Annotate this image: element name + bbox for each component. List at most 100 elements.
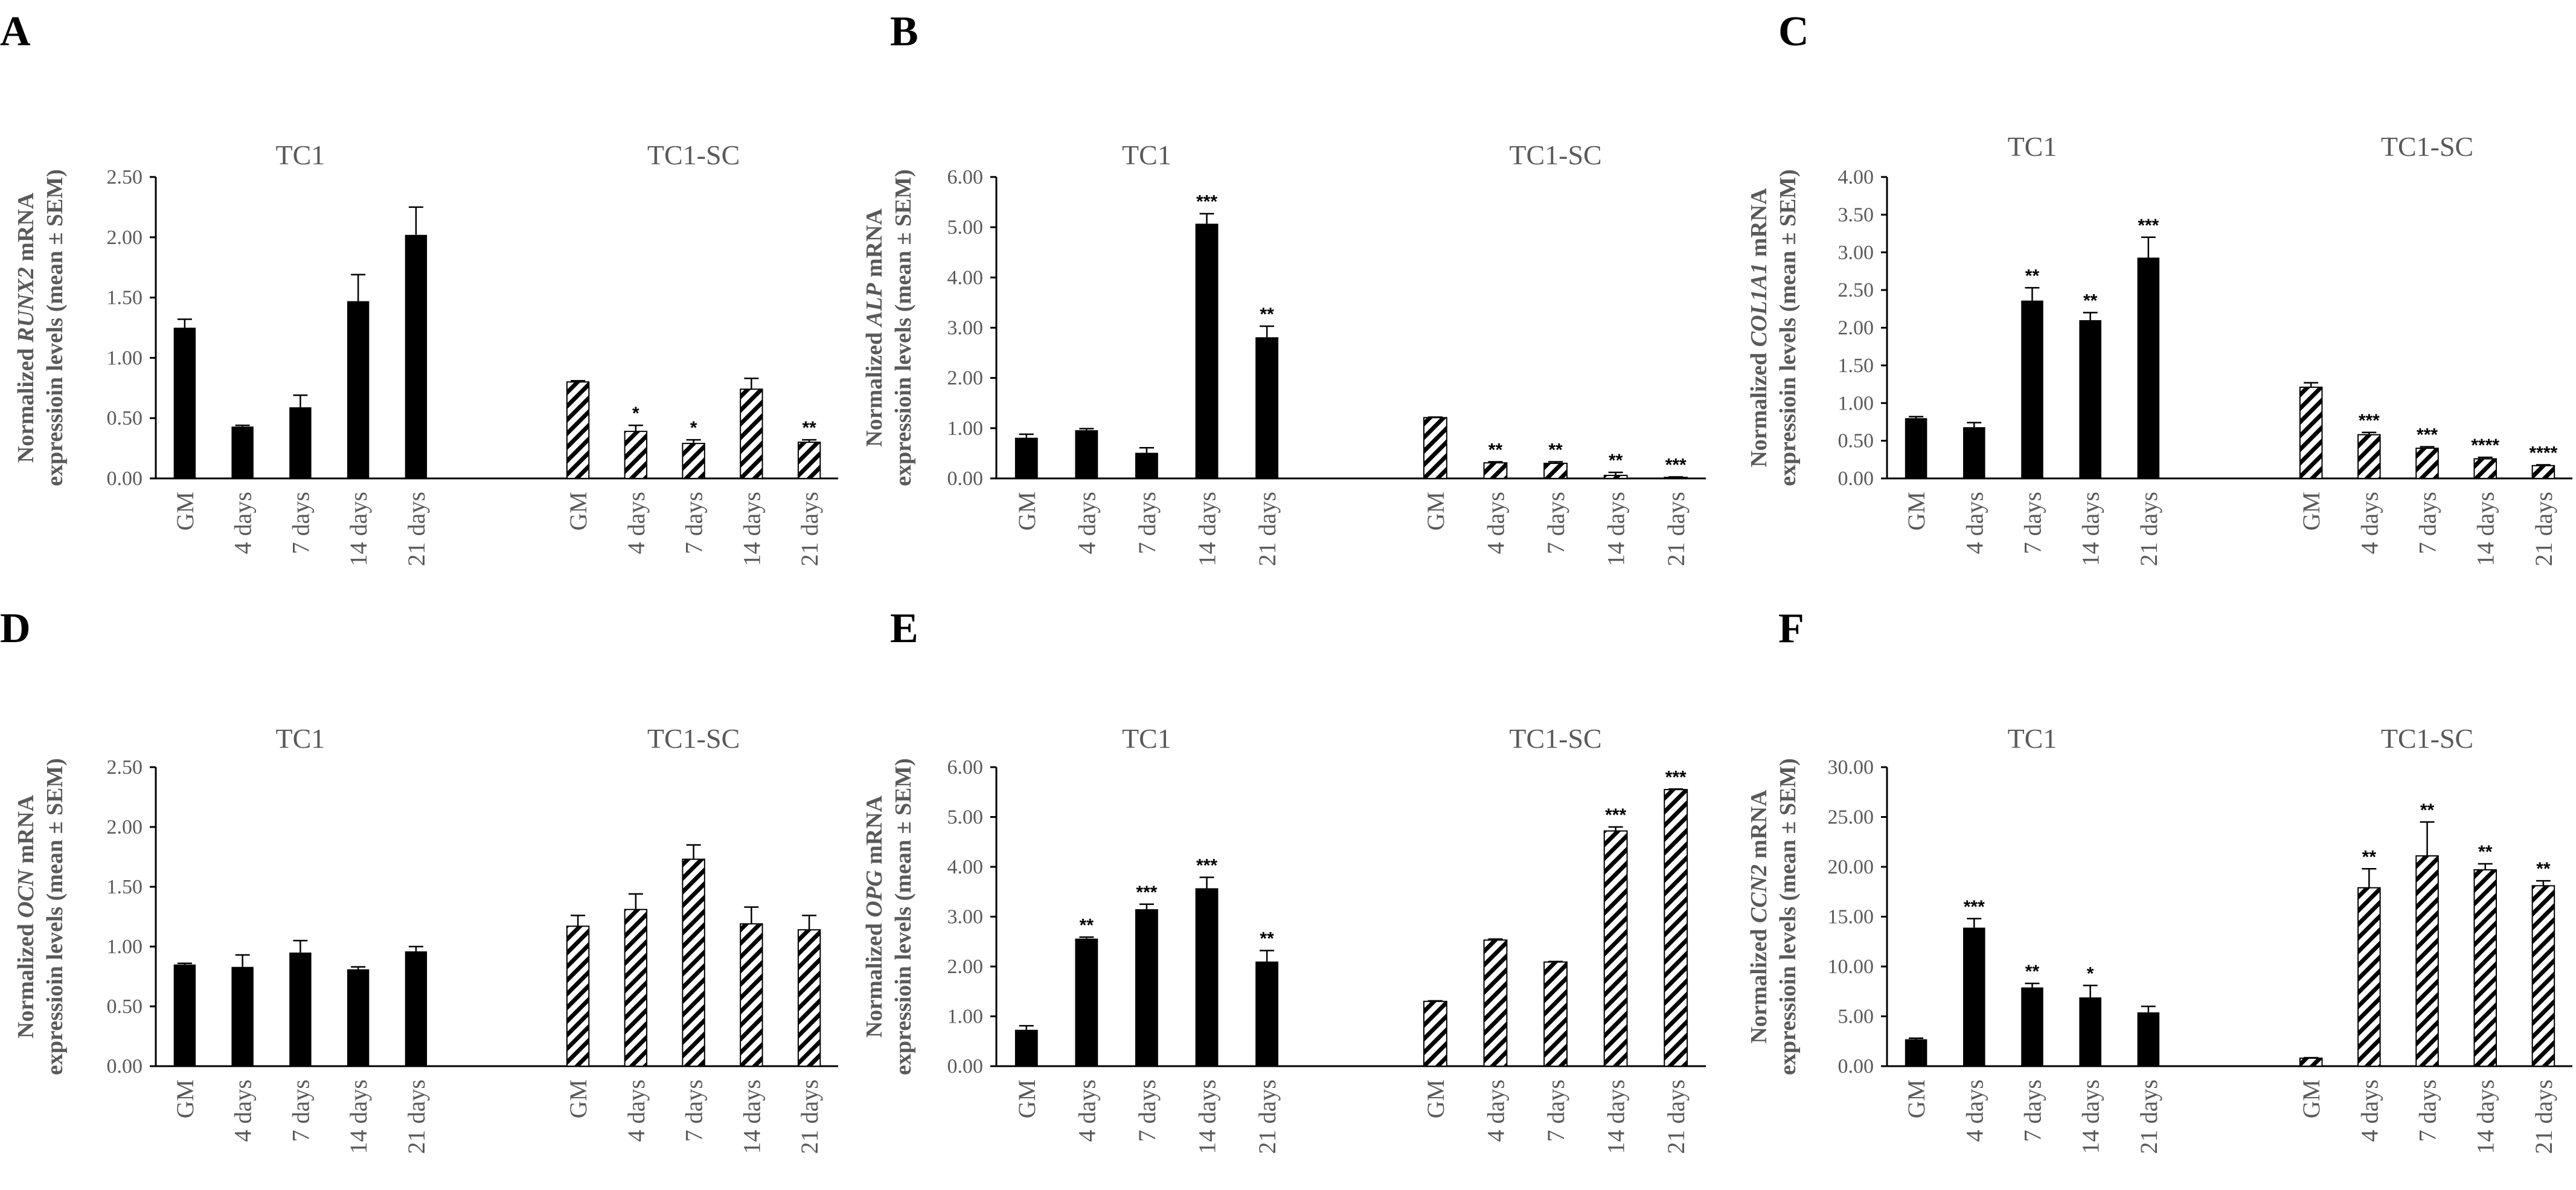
error-bar: [1079, 428, 1094, 431]
error-bar: [235, 954, 250, 967]
error-bar: [1608, 826, 1623, 831]
x-tick-label: 4 days: [1961, 1079, 1988, 1142]
y-tick-label: 3.00: [947, 906, 984, 928]
error-bar: [1019, 433, 1034, 438]
y-tick-label: 0.50: [107, 407, 143, 429]
error-bar: [351, 274, 366, 301]
x-tick-label: 21 days: [2530, 1079, 2557, 1154]
y-tick-label: 10.00: [1828, 956, 1874, 978]
x-tick-label: 21 days: [796, 492, 823, 566]
bar-tc1: [1255, 337, 1279, 478]
x-tick-label: 4 days: [623, 1079, 650, 1142]
bar-tc1-sc: [2415, 448, 2439, 479]
y-axis-label-gene: COL1A1: [1746, 263, 1772, 347]
error-bar: [1199, 213, 1214, 224]
x-tick-label: 4 days: [1482, 1079, 1509, 1142]
error-bar: [2025, 982, 2040, 988]
y-tick-label: 4.00: [1838, 166, 1874, 188]
y-tick-label: 25.00: [1828, 806, 1874, 829]
y-axis-label-prefix: Normalized: [13, 918, 39, 1038]
x-tick-label: 21 days: [796, 1079, 823, 1154]
y-axis-label-suffix: mRNA: [1746, 188, 1772, 263]
bar-tc1: [1255, 961, 1279, 1066]
x-tick-label: 14 days: [2077, 492, 2104, 566]
y-tick-label: 1.50: [1838, 355, 1874, 377]
x-tick-label: GM: [2298, 1079, 2325, 1118]
y-axis-label-line2: expressioin levels (mean ± SEM): [1775, 758, 1801, 1075]
y-axis-label-suffix: mRNA: [862, 208, 887, 283]
error-bar: [1488, 461, 1503, 463]
y-tick-label: 1.00: [1838, 392, 1874, 414]
y-axis-label-suffix: mRNA: [1746, 790, 1772, 864]
y-tick-label: 1.50: [107, 876, 143, 898]
x-tick-label: 4 days: [623, 492, 650, 554]
y-tick-label: 4.00: [947, 856, 984, 878]
x-tick-label: GM: [1422, 492, 1449, 530]
error-bar: [686, 439, 701, 444]
y-tick-label: 2.00: [947, 367, 984, 390]
y-tick-label: 2.00: [1838, 317, 1874, 339]
group-label: TC1-SC: [2381, 131, 2473, 162]
bar-tc1-sc: [1543, 961, 1568, 1067]
group-label: TC1: [276, 140, 325, 170]
x-tick-label: 14 days: [1603, 1079, 1630, 1154]
x-tick-label: 21 days: [1254, 492, 1281, 566]
y-axis-label-gene: CCN2: [1746, 864, 1772, 923]
bar-tc1-sc: [1543, 463, 1568, 479]
bar-tc1: [2079, 320, 2101, 478]
x-tick-label: GM: [1903, 1079, 1930, 1118]
y-tick-label: 0.00: [107, 468, 143, 490]
bar-tc1: [289, 407, 312, 478]
bar-tc1-sc: [2531, 885, 2555, 1067]
significance-label: **: [1260, 304, 1274, 324]
error-bar: [2083, 312, 2098, 321]
y-axis-label-line1: Normalized ALP mRNA: [862, 208, 887, 447]
significance-label: **: [802, 418, 816, 438]
panel-letter: A: [0, 8, 31, 55]
y-tick-label: 5.00: [1838, 1006, 1874, 1028]
y-tick-label: 0.50: [107, 995, 143, 1018]
y-tick-label: 5.00: [947, 216, 984, 239]
x-tick-label: 4 days: [1961, 492, 1988, 554]
x-tick-label: 7 days: [1133, 1079, 1161, 1142]
group-label: TC1-SC: [647, 723, 740, 754]
error-bar: [571, 915, 586, 927]
x-tick-label: 14 days: [1603, 492, 1630, 566]
y-tick-label: 1.00: [947, 1006, 984, 1028]
y-tick-label: 1.00: [107, 936, 143, 958]
x-tick-label: 14 days: [2077, 1079, 2104, 1154]
x-tick-label: 14 days: [345, 492, 372, 566]
group-label: TC1-SC: [647, 140, 740, 170]
error-bar: [408, 206, 423, 235]
bar-tc1: [231, 426, 254, 478]
y-tick-label: 1.50: [107, 287, 143, 309]
x-tick-label: 7 days: [681, 1079, 708, 1142]
group-label: TC1: [2008, 723, 2057, 754]
error-bar: [802, 439, 817, 443]
panel-letter: F: [1778, 605, 1804, 652]
y-axis-label-line2: expressioin levels (mean ± SEM): [891, 169, 916, 486]
error-bar: [2141, 236, 2156, 258]
bar-tc1: [1195, 888, 1219, 1066]
group-label: TC1: [1122, 140, 1171, 170]
bar-tc1: [405, 951, 428, 1066]
y-tick-label: 0.00: [1838, 1055, 1874, 1078]
significance-label: ****: [2530, 443, 2558, 463]
y-axis-label-prefix: Normalized: [862, 326, 887, 446]
y-tick-label: 5.00: [947, 806, 984, 829]
bar-tc1-sc: [2299, 1057, 2323, 1067]
bar-tc1: [173, 964, 196, 1066]
error-bar: [2083, 985, 2098, 998]
bar-tc1: [2137, 257, 2160, 478]
bar-tc1-sc: [566, 925, 590, 1067]
y-axis-label-line1: Normalized CCN2 mRNA: [1746, 790, 1772, 1044]
y-tick-label: 2.50: [107, 166, 143, 188]
error-bar: [744, 378, 759, 390]
x-tick-label: 7 days: [287, 1079, 314, 1142]
x-tick-label: GM: [171, 1079, 199, 1118]
y-tick-label: 3.50: [1838, 204, 1874, 226]
error-bar: [408, 945, 423, 951]
error-bar: [351, 966, 366, 970]
x-tick-label: GM: [171, 492, 199, 530]
x-tick-label: 4 days: [1482, 492, 1509, 554]
